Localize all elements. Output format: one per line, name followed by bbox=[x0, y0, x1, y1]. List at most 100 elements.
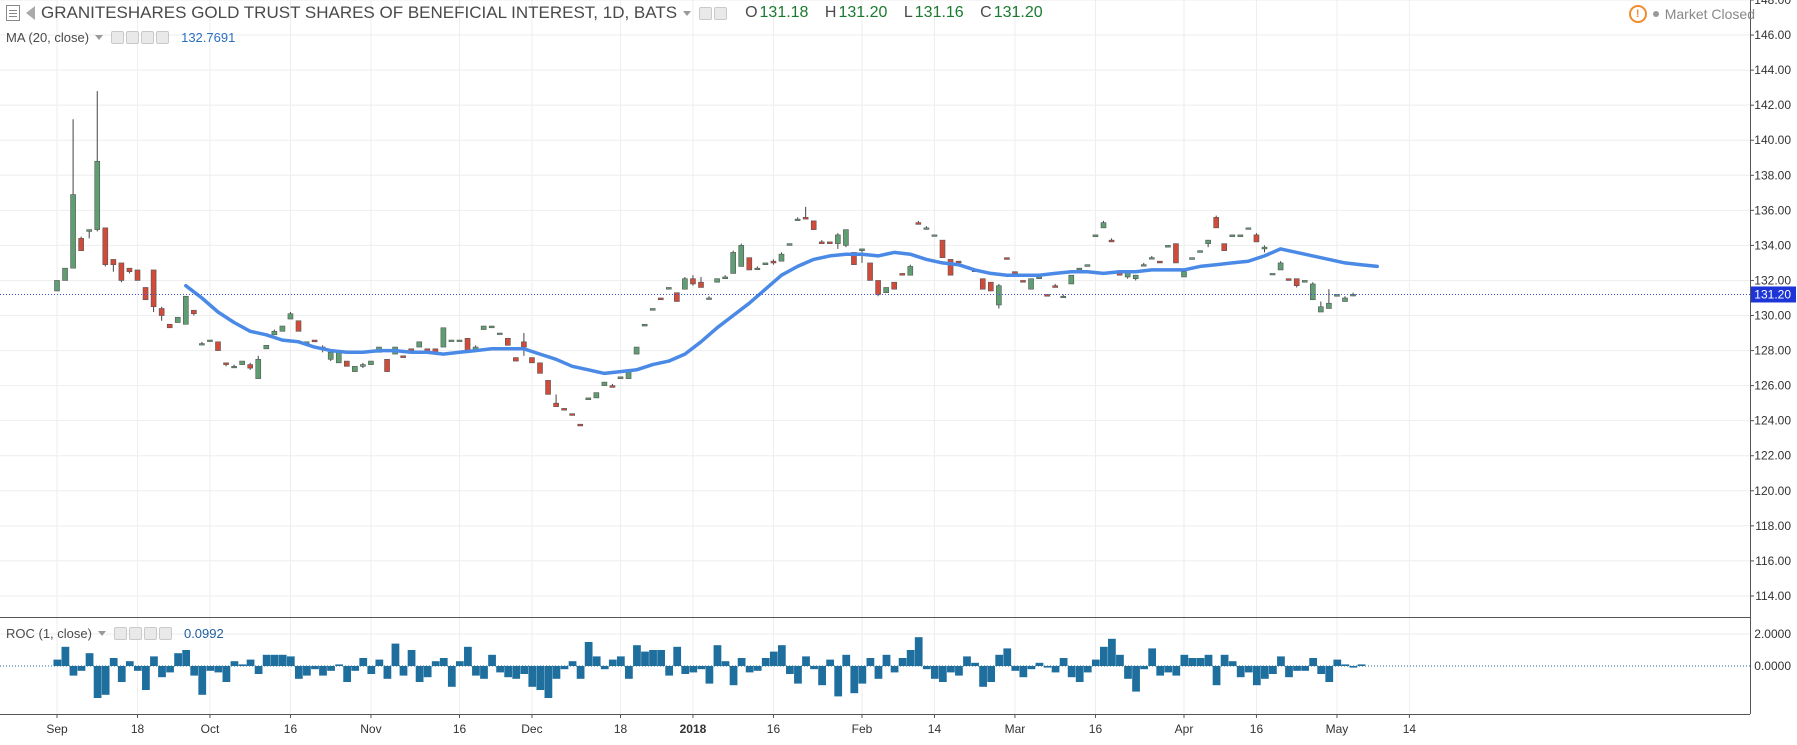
warning-icon[interactable]: ! bbox=[1628, 5, 1647, 23]
candle-body bbox=[1157, 260, 1163, 264]
settings-icon[interactable] bbox=[126, 30, 140, 44]
candle bbox=[126, 267, 133, 274]
roc-bar bbox=[697, 666, 706, 670]
candle bbox=[1261, 245, 1268, 253]
ma-label[interactable]: MA (20, close) bbox=[6, 29, 90, 45]
candle-body bbox=[1334, 294, 1340, 297]
roc-bar bbox=[794, 666, 802, 684]
candle-body bbox=[899, 273, 906, 276]
x-tick-label: Oct bbox=[201, 722, 220, 736]
open-value: 131.18 bbox=[759, 4, 809, 21]
y-tick-label: 144.00 bbox=[1754, 63, 1791, 77]
candle-body bbox=[456, 339, 463, 342]
candle-body bbox=[311, 339, 318, 343]
y-tick-label: 124.00 bbox=[1754, 414, 1791, 428]
chevron-down-icon[interactable] bbox=[95, 34, 104, 40]
roc-bar bbox=[1091, 659, 1100, 666]
candle-body bbox=[335, 352, 342, 364]
candle bbox=[400, 355, 406, 358]
roc-bar bbox=[761, 658, 770, 666]
candle-body bbox=[617, 376, 624, 379]
document-icon[interactable] bbox=[6, 5, 20, 21]
candle bbox=[1165, 245, 1171, 248]
candle-body bbox=[875, 280, 881, 295]
roc-bar bbox=[1140, 666, 1148, 670]
x-tick-label: Mar bbox=[1005, 722, 1026, 736]
candle-body bbox=[1084, 264, 1091, 267]
candle-body bbox=[561, 408, 567, 411]
roc-bar bbox=[641, 651, 649, 666]
candle bbox=[1020, 280, 1026, 283]
roc-bar bbox=[1260, 666, 1269, 679]
close-icon[interactable] bbox=[156, 30, 170, 44]
roc-label[interactable]: ROC (1, close) bbox=[6, 625, 92, 641]
candle bbox=[368, 360, 374, 365]
roc-bar bbox=[705, 666, 714, 684]
flag-icon[interactable] bbox=[26, 6, 35, 20]
candle bbox=[352, 366, 358, 372]
candle-body bbox=[1189, 257, 1195, 260]
close-value: 131.20 bbox=[993, 4, 1043, 21]
candle-body bbox=[496, 332, 503, 335]
add-icon[interactable] bbox=[141, 30, 155, 44]
candle-body bbox=[94, 160, 101, 230]
candle-body bbox=[1253, 234, 1260, 243]
candle bbox=[1173, 243, 1179, 264]
roc-bar bbox=[407, 650, 416, 666]
eye-icon[interactable] bbox=[111, 30, 125, 44]
candle bbox=[279, 325, 286, 332]
eye-icon[interactable] bbox=[699, 6, 713, 20]
candle bbox=[690, 275, 696, 286]
roc-bar bbox=[150, 656, 158, 666]
candle bbox=[996, 283, 1002, 309]
roc-bar bbox=[657, 650, 665, 666]
roc-bar bbox=[182, 650, 191, 666]
roc-bar bbox=[850, 666, 859, 694]
candle bbox=[480, 325, 487, 330]
candle-body bbox=[657, 297, 664, 301]
candle-body bbox=[1068, 274, 1075, 285]
eye-icon[interactable] bbox=[113, 626, 127, 640]
x-tick-label: 2018 bbox=[680, 722, 707, 736]
candle-body bbox=[859, 248, 865, 251]
candle bbox=[553, 394, 559, 407]
roc-bar bbox=[1196, 658, 1205, 666]
candle-body bbox=[1012, 271, 1018, 274]
roc-bar bbox=[69, 666, 78, 676]
candle-body bbox=[746, 257, 753, 271]
y-tick-label: 132.00 bbox=[1754, 273, 1791, 287]
candle bbox=[199, 341, 205, 346]
roc-bar bbox=[1357, 664, 1366, 666]
chevron-down-icon[interactable] bbox=[97, 630, 106, 636]
candle bbox=[70, 119, 76, 269]
candle bbox=[1310, 282, 1316, 301]
candle bbox=[1068, 274, 1075, 285]
candle bbox=[1253, 233, 1260, 243]
candle bbox=[730, 250, 737, 274]
candle bbox=[585, 397, 592, 400]
candle-body bbox=[247, 364, 253, 369]
settings-icon[interactable] bbox=[128, 626, 142, 640]
close-icon[interactable] bbox=[158, 626, 172, 640]
roc-bar bbox=[464, 646, 472, 666]
roc-bar bbox=[906, 650, 915, 666]
candle bbox=[633, 346, 640, 355]
roc-bar bbox=[858, 666, 867, 684]
roc-bar bbox=[1027, 666, 1036, 670]
candle bbox=[545, 380, 551, 395]
chevron-down-icon[interactable] bbox=[683, 10, 692, 16]
add-icon[interactable] bbox=[143, 626, 157, 640]
roc-bar bbox=[898, 658, 907, 666]
settings-icon[interactable] bbox=[714, 6, 728, 20]
roc-bar bbox=[1019, 666, 1028, 678]
candle-body bbox=[207, 339, 213, 342]
roc-bar bbox=[1333, 659, 1342, 666]
candle-body bbox=[343, 360, 350, 367]
roc-bar bbox=[737, 658, 746, 666]
roc-bar bbox=[367, 666, 376, 674]
roc-bar bbox=[125, 661, 134, 666]
y-tick-label: 148.00 bbox=[1754, 0, 1791, 7]
symbol-title[interactable]: GRANITESHARES GOLD TRUST SHARES OF BENEF… bbox=[41, 3, 678, 22]
